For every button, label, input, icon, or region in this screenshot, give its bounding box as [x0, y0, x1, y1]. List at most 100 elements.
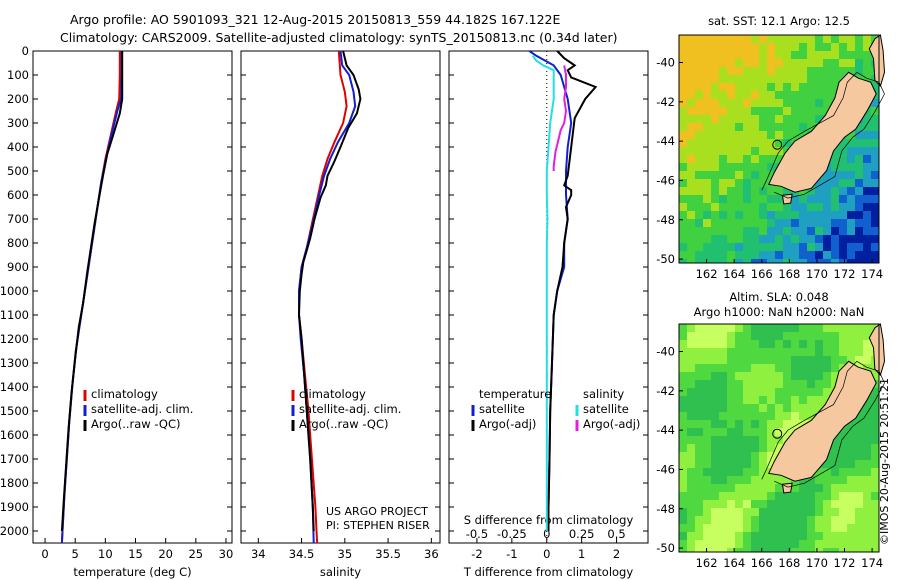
map-cell [727, 324, 735, 332]
map-cell [751, 532, 759, 540]
map-cell [759, 372, 767, 380]
map-cell [847, 131, 855, 139]
map-cell [823, 99, 831, 107]
map-cell [783, 243, 791, 251]
map-cell [743, 524, 751, 532]
legend-label: satellite [479, 402, 525, 416]
map-cell [823, 59, 831, 67]
x-tick-label: 35.5 [375, 547, 401, 561]
map-cell [751, 139, 759, 147]
map-cell [703, 404, 711, 412]
map-cell [719, 123, 727, 131]
map-cell [767, 492, 775, 500]
depth-tick-label: 1300 [0, 356, 29, 370]
map-cell [775, 83, 783, 91]
map-cell [775, 524, 783, 532]
map-cell [759, 404, 767, 412]
map-cell [711, 51, 719, 59]
map-cell [775, 107, 783, 115]
map-cell [759, 35, 767, 43]
map-cell [727, 468, 735, 476]
map-cell [783, 43, 791, 51]
map-cell [735, 131, 743, 139]
map-cell [791, 484, 799, 492]
map-cell [719, 227, 727, 235]
map-cell [695, 460, 703, 468]
map-cell [727, 211, 735, 219]
map-cell [847, 211, 855, 219]
map-cell [767, 243, 775, 251]
map-cell [727, 83, 735, 91]
map-cell [767, 91, 775, 99]
figure-title-line2: Climatology: CARS2009. Satellite-adjuste… [60, 30, 618, 45]
map-cell [727, 51, 735, 59]
depth-tick-label: 100 [7, 68, 29, 82]
map-cell [695, 243, 703, 251]
map-cell [735, 388, 743, 396]
map-cell [839, 67, 847, 75]
map-cell [799, 219, 807, 227]
map-title: Altim. SLA: 0.048 [729, 290, 828, 304]
map-cell [847, 508, 855, 516]
map-cell [727, 203, 735, 211]
map-cell [863, 532, 871, 540]
map-cell [775, 548, 783, 552]
map-cell [759, 211, 767, 219]
map-y-tick-label: -42 [656, 95, 675, 109]
map-cell [767, 452, 775, 460]
map-cell [759, 43, 767, 51]
map-cell [703, 59, 711, 67]
map-cell [815, 388, 823, 396]
map-cell [703, 147, 711, 155]
map-cell [767, 332, 775, 340]
map-cell [815, 356, 823, 364]
map-cell [831, 380, 839, 388]
map-cell [719, 460, 727, 468]
map-cell [783, 476, 791, 484]
map-cell [855, 59, 863, 67]
map-cell [767, 195, 775, 203]
map-cell [807, 91, 815, 99]
map-cell [799, 380, 807, 388]
map-cell [855, 412, 863, 420]
map-cell [679, 171, 687, 179]
map-cell [783, 251, 791, 259]
map-cell [831, 219, 839, 227]
map-cell [687, 492, 695, 500]
map-cell [759, 364, 767, 372]
map-cell [871, 404, 879, 412]
map-cell [791, 412, 799, 420]
map-cell [687, 115, 695, 123]
map-cell [711, 75, 719, 83]
map-cell [687, 356, 695, 364]
map-cell [743, 179, 751, 187]
series-line-satelliteadjclim [298, 50, 357, 544]
map-cell [823, 83, 831, 91]
map-cell [679, 99, 687, 107]
map-cell [751, 548, 759, 552]
map-cell [775, 91, 783, 99]
series-line-argorawqc [297, 50, 362, 532]
map-cell [687, 500, 695, 508]
map-cell [863, 460, 871, 468]
map-cell [783, 107, 791, 115]
map-cell [799, 83, 807, 91]
map-cell [847, 43, 855, 51]
depth-tick-label: 300 [7, 116, 29, 130]
map-cell [823, 187, 831, 195]
map-cell [831, 235, 839, 243]
map-cell [735, 468, 743, 476]
map-cell [839, 171, 847, 179]
map-y-tick-label: -42 [656, 384, 675, 398]
map-cell [735, 155, 743, 163]
map-cell [863, 219, 871, 227]
map-cell [695, 43, 703, 51]
map-cell [719, 348, 727, 356]
map-cell [751, 219, 759, 227]
map-cell [719, 476, 727, 484]
map-cell [775, 532, 783, 540]
map-cell [767, 500, 775, 508]
map-cell [767, 524, 775, 532]
map-cell [847, 243, 855, 251]
map-cell [695, 476, 703, 484]
